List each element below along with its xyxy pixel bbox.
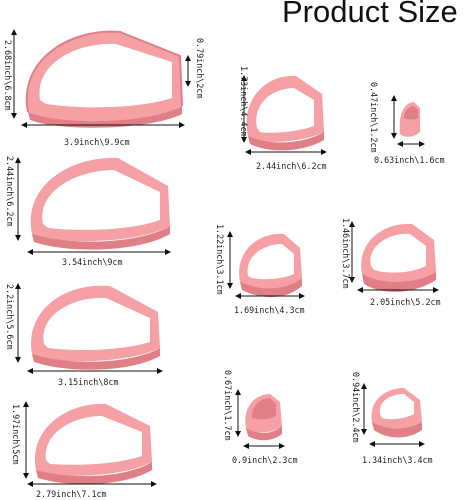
- width-label-3: 3.15inch\8cm: [58, 377, 119, 387]
- teardrop-cutter-9: [245, 394, 282, 441]
- depth-label-1: 0.79inch\2cm: [195, 38, 205, 99]
- width-label-9: 0.9inch\2.3cm: [232, 455, 298, 465]
- width-label-8: 2.05inch\5.2cm: [370, 297, 441, 307]
- teardrop-cutter-7: [239, 233, 302, 298]
- teardrop-cutter-6: [399, 102, 420, 137]
- teardrop-cutter-5: [246, 75, 324, 151]
- width-label-7: 1.69inch\4.3cm: [234, 305, 305, 315]
- teardrop-cutter-1: [25, 30, 183, 128]
- teardrop-cutter-2: [30, 157, 171, 250]
- height-label-9: 0.67inch\1.7cm: [223, 370, 233, 441]
- teardrop-cutter-10: [371, 388, 422, 438]
- height-label-7: 1.22inch\3.1cm: [215, 224, 225, 295]
- height-label-10: 0.94inch\2.4cm: [351, 372, 361, 443]
- height-label-5: 1.73inch\4.4cm: [239, 66, 249, 137]
- page-title: Product Size: [282, 0, 458, 29]
- height-label-8: 1.46inch\3.7cm: [341, 218, 351, 289]
- height-label-4: 1.97inch\5cm: [11, 404, 21, 465]
- teardrop-cutter-3: [31, 285, 161, 370]
- height-label-3: 2.2inch\5.6cm: [5, 284, 15, 350]
- teardrop-cutter-4: [34, 403, 152, 485]
- width-label-2: 3.54inch\9cm: [62, 257, 123, 267]
- width-label-5: 2.44inch\6.2cm: [256, 161, 327, 171]
- height-label-1: 2.68inch\6.8cm: [3, 40, 13, 111]
- width-label-6: 0.63inch\1.6cm: [374, 155, 445, 165]
- height-label-2: 2.44inch\6.2cm: [5, 156, 15, 227]
- teardrop-cutter-8: [361, 223, 436, 292]
- width-label-1: 3.9inch\9.9cm: [64, 137, 130, 147]
- height-label-6: 0.47inch\1.2cm: [369, 82, 379, 153]
- width-label-4: 2.79inch\7.1cm: [36, 489, 107, 499]
- width-label-10: 1.34inch\3.4cm: [362, 455, 433, 465]
